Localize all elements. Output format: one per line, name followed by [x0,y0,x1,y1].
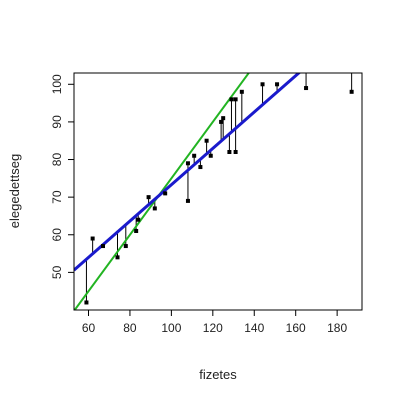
data-point [163,191,168,196]
regression-lines [74,73,302,310]
data-point [198,165,203,170]
residual-segments [85,73,353,303]
x-tick-label: 100 [161,321,181,335]
x-tick-label: 140 [244,321,264,335]
data-point [185,198,190,203]
data-point [233,150,238,154]
data-point [134,229,139,233]
data-point [233,97,238,102]
data-point [304,86,309,91]
data-point [227,150,232,154]
x-tick-label: 160 [286,321,306,335]
reference-line [74,73,250,310]
data-point [185,161,190,166]
data-point [115,255,120,260]
x-tick-label: 80 [123,321,137,335]
y-tick-label: 90 [50,115,64,129]
data-point [101,244,106,249]
y-axis: 50 60 70 80 90 100 [50,74,75,279]
x-axis-title: fizetes [199,367,237,382]
data-point [84,300,89,305]
data-point [260,82,265,87]
data-point [136,217,141,222]
x-tick-label: 180 [327,321,347,335]
data-point [221,116,226,121]
data-point [204,138,209,143]
x-tick-label: 60 [82,321,96,335]
y-tick-label: 50 [50,265,64,279]
data-point [239,89,244,94]
data-points [84,82,354,305]
y-tick-label: 60 [50,228,64,242]
y-tick-label: 70 [50,190,64,204]
data-point [90,236,95,241]
data-point [123,244,128,249]
y-tick-label: 80 [50,153,64,167]
plot-frame [73,72,363,311]
data-point [192,153,197,158]
data-point [275,82,280,87]
data-point [219,119,224,124]
data-point [146,195,151,200]
data-point [229,97,234,102]
data-point [152,206,157,211]
data-point [349,89,354,94]
y-tick-label: 100 [50,74,64,94]
x-tick-label: 120 [203,321,223,335]
y-axis-title: elegedettseg [7,154,22,228]
data-point [208,153,213,158]
x-axis: 60 80 100 120 140 160 180 [82,309,347,335]
fitted-line [74,73,302,272]
